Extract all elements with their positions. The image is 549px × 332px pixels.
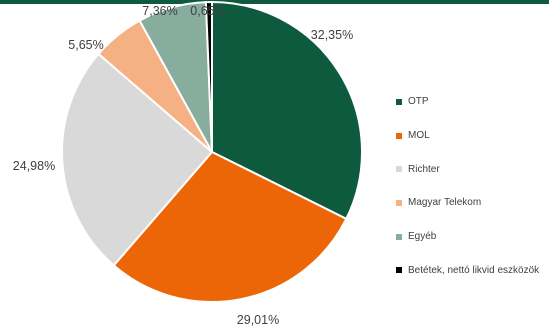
legend-label: Egyéb — [408, 231, 437, 243]
legend-item-4: Magyar Telekom — [396, 186, 549, 220]
legend-swatch — [396, 166, 402, 173]
legend-item-3: Richter — [396, 152, 549, 186]
slice-label-4: 5,65% — [68, 38, 103, 52]
slice-label-3: 24,98% — [13, 159, 55, 173]
top-accent-bar — [0, 0, 549, 4]
slice-label-5: 7,36% — [142, 4, 177, 18]
legend-item-5: Egyéb — [396, 220, 549, 254]
legend-swatch — [396, 132, 402, 139]
legend-swatch — [396, 233, 402, 240]
slice-label-1: 32,35% — [311, 28, 353, 42]
legend-label: Betétek, nettó likvid eszközök — [408, 264, 540, 276]
legend-swatch — [396, 267, 402, 274]
legend-item-2: MOL — [396, 119, 549, 153]
legend-item-1: OTP — [396, 85, 549, 119]
legend: OTP MOL Richter Magyar Telekom Egyéb Betétek,… — [396, 85, 549, 287]
legend-label: Richter — [408, 163, 440, 175]
pie-slice-2 — [112, 150, 348, 303]
pie-slice-3 — [61, 52, 214, 267]
legend-label: OTP — [408, 96, 429, 108]
slice-label-6: 0,65% — [190, 4, 225, 18]
legend-label: MOL — [408, 130, 430, 142]
pie-slice-1 — [211, 0, 363, 221]
legend-item-6: Betétek, nettó likvid eszközök — [396, 253, 549, 287]
legend-swatch — [396, 98, 402, 105]
legend-label: Magyar Telekom — [408, 197, 482, 209]
pie-slice-6 — [204, 0, 213, 153]
slice-label-2: 29,01% — [237, 313, 279, 327]
legend-swatch — [396, 199, 402, 206]
